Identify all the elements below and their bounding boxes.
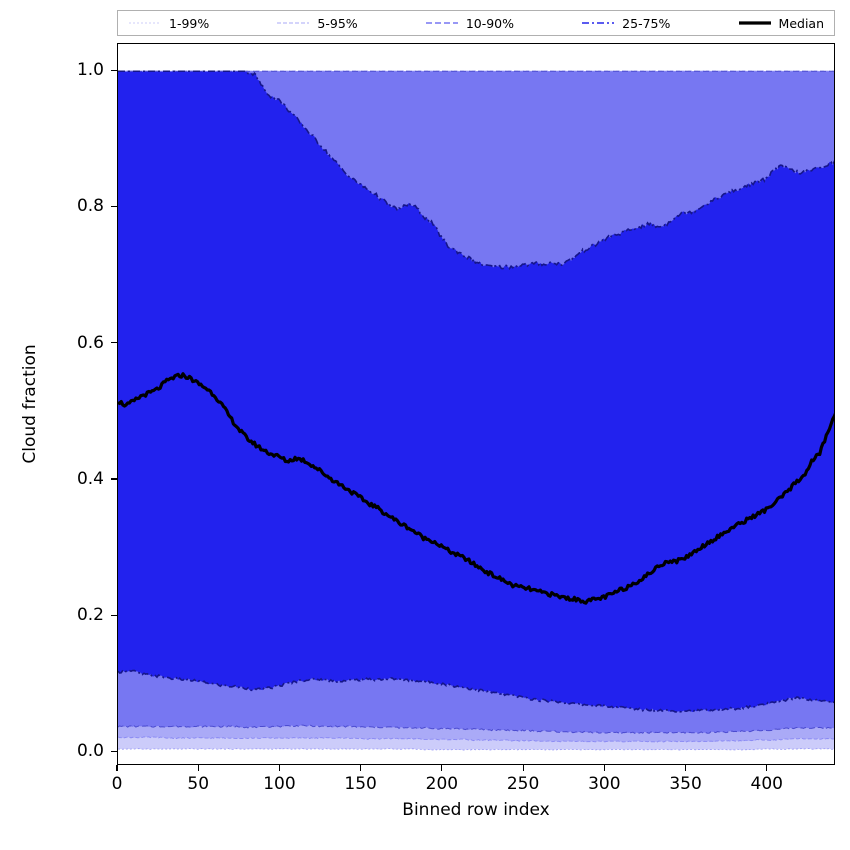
x-tick-mark bbox=[360, 765, 362, 771]
x-tick-label: 250 bbox=[506, 774, 540, 794]
x-tick-mark bbox=[684, 765, 687, 771]
x-tick-label: 350 bbox=[669, 774, 702, 794]
x-tick-label: 200 bbox=[425, 774, 459, 794]
legend-label: Median bbox=[778, 15, 824, 31]
legend-item-10-90[interactable]: 10-90% bbox=[425, 16, 514, 31]
y-tick-label: 0.4 bbox=[76, 468, 104, 489]
y-tick-mark bbox=[111, 750, 117, 752]
y-tick-mark bbox=[111, 69, 117, 71]
y-tick-label: 0.6 bbox=[76, 332, 104, 353]
chart-legend: 1-99% 5-95% 10-90% 25-75% Median bbox=[117, 10, 835, 36]
legend-item-1-99[interactable]: 1-99% bbox=[128, 16, 209, 31]
legend-swatch-icon bbox=[738, 21, 771, 25]
band-25-75 bbox=[118, 71, 834, 713]
x-tick-mark bbox=[278, 765, 281, 771]
edge-line-p75 bbox=[118, 70, 834, 270]
legend-label: 10-90% bbox=[465, 15, 515, 31]
plot-svg bbox=[118, 70, 834, 751]
median-line bbox=[118, 372, 834, 605]
legend-swatch-icon bbox=[582, 22, 615, 24]
x-tick-mark bbox=[522, 765, 524, 771]
x-tick-label: 0 bbox=[111, 774, 123, 794]
y-tick-mark bbox=[111, 342, 117, 344]
x-tick-label: 300 bbox=[588, 774, 621, 794]
legend-swatch-icon bbox=[129, 22, 161, 24]
legend-item-5-95[interactable]: 5-95% bbox=[276, 15, 358, 31]
y-tick-mark bbox=[111, 478, 117, 480]
y-tick-mark bbox=[111, 205, 117, 208]
x-tick-mark bbox=[766, 765, 768, 771]
x-tick-mark bbox=[116, 765, 118, 771]
legend-item-median[interactable]: Median bbox=[738, 16, 824, 31]
x-tick-label: 50 bbox=[187, 774, 210, 794]
y-axis-label: Cloud fraction bbox=[20, 344, 40, 464]
x-axis-label: Binned row index bbox=[402, 800, 550, 820]
x-tick-mark bbox=[441, 765, 443, 771]
legend-swatch-icon bbox=[277, 22, 310, 24]
y-tick-label: 0.8 bbox=[76, 196, 104, 217]
x-tick-label: 100 bbox=[263, 774, 296, 794]
legend-label: 1-99% bbox=[169, 15, 210, 31]
x-tick-label: 400 bbox=[750, 774, 783, 794]
y-tick-label: 0.2 bbox=[76, 605, 104, 626]
edge-line-p5 bbox=[118, 736, 834, 743]
x-tick-mark bbox=[603, 765, 605, 771]
edge-line-p10 bbox=[118, 724, 834, 734]
legend-label: 25-75% bbox=[622, 15, 671, 31]
plot-area bbox=[117, 43, 835, 765]
x-tick-label: 150 bbox=[344, 774, 377, 794]
legend-swatch-icon bbox=[425, 22, 458, 24]
legend-item-25-75[interactable]: 25-75% bbox=[581, 16, 670, 31]
legend-label: 5-95% bbox=[317, 15, 358, 31]
y-tick-mark bbox=[111, 614, 117, 616]
y-tick-label: 1.0 bbox=[76, 60, 104, 81]
y-tick-label: 0.0 bbox=[76, 741, 104, 762]
x-tick-mark bbox=[197, 765, 199, 771]
